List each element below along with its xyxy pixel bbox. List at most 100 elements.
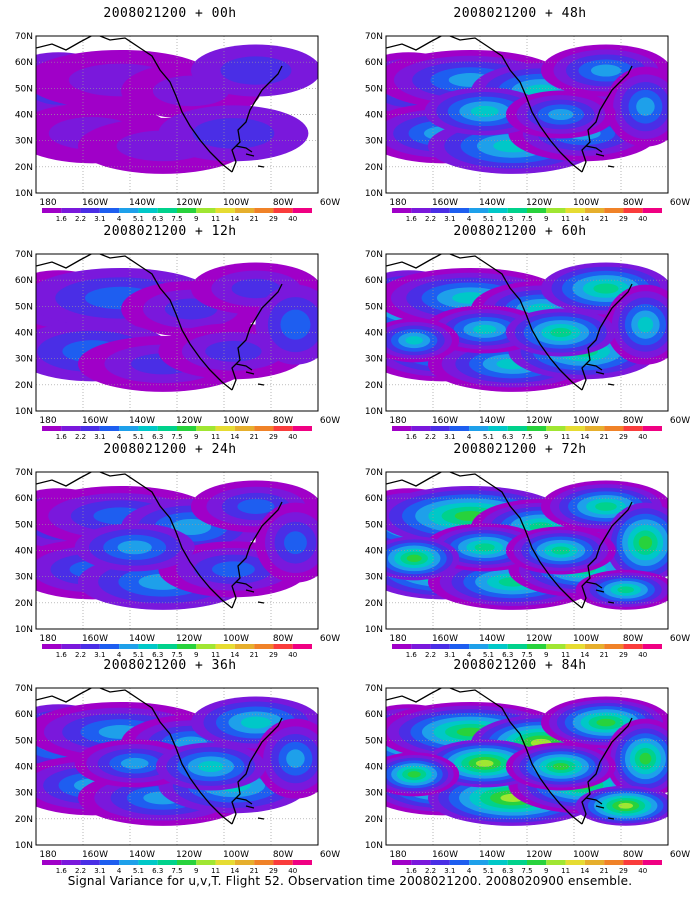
lon-label: 160W [432, 416, 458, 426]
colorbar-label: 14 [230, 867, 239, 875]
colorbar-label: 7.5 [521, 651, 532, 659]
colorbar-segment [292, 426, 312, 431]
colorbar-segment [273, 426, 293, 431]
lon-label: 100W [223, 198, 249, 208]
colorbar-label: 29 [269, 433, 278, 441]
lat-label: 10N [15, 407, 33, 417]
lon-label: 60W [670, 416, 690, 426]
colorbar-segment [411, 208, 431, 213]
colorbar-label: 11 [561, 433, 570, 441]
map-panel: 2008021200 + 24h 10N 20N 30N 40N 50N 60N 70N 180… [0, 440, 340, 659]
variance-contour [590, 64, 621, 77]
colorbar-label: 3.1 [444, 215, 455, 223]
lon-label: 100W [573, 416, 599, 426]
colorbar-segment [138, 860, 158, 865]
colorbar-segment [469, 426, 489, 431]
colorbar-segment [642, 860, 662, 865]
variance-contour [473, 324, 497, 335]
colorbar-label: 14 [230, 651, 239, 659]
map-frame [35, 35, 319, 194]
lon-label: 60W [670, 850, 690, 860]
colorbar-segment [292, 644, 312, 649]
colorbar-label: 2.2 [425, 433, 436, 441]
coastline [386, 472, 443, 487]
colorbar-label: 6.3 [502, 651, 513, 659]
lon-label: 100W [573, 198, 599, 208]
coastline [235, 797, 265, 820]
colorbar-label: 7.5 [521, 215, 532, 223]
lon-label: 120W [526, 416, 552, 426]
colorbar-segment [254, 208, 274, 213]
lon-label: 160W [432, 198, 458, 208]
map-frame [385, 471, 669, 630]
variance-contour [617, 586, 635, 594]
colorbar-label: 40 [638, 433, 647, 441]
colorbar-label: 3.1 [94, 433, 105, 441]
colorbar-segment [449, 208, 470, 213]
lon-label: 120W [176, 850, 202, 860]
colorbar-segment [527, 644, 547, 649]
coastline [386, 36, 443, 51]
coastline [98, 472, 233, 609]
lon-label: 60W [670, 198, 690, 208]
map-frame [35, 253, 319, 412]
coastline [386, 254, 443, 269]
colorbar-label: 21 [250, 215, 259, 223]
colorbar-segment [565, 208, 585, 213]
colorbar-segment [292, 860, 312, 865]
lon-label: 160W [82, 198, 108, 208]
colorbar-label: 40 [288, 215, 297, 223]
colorbar-label: 1.6 [406, 215, 418, 223]
coastline [581, 65, 633, 173]
lat-label: 40N [365, 547, 383, 557]
colorbar-label: 29 [269, 215, 278, 223]
lat-label: 10N [365, 407, 383, 417]
colorbar-label: 29 [619, 651, 628, 659]
colorbar-label: 5.1 [133, 215, 144, 223]
lat-label: 50N [365, 736, 383, 746]
panel-title: 2008021200 + 72h [453, 442, 587, 457]
colorbar-segment [604, 860, 624, 865]
colorbar-label: 7.5 [171, 215, 182, 223]
map-frame [35, 471, 319, 630]
colorbar-segment [234, 860, 255, 865]
lat-label: 50N [365, 520, 383, 530]
variance-contour [636, 97, 655, 116]
coastline [231, 501, 283, 609]
colorbar-label: 9 [544, 215, 548, 223]
colorbar-label: 29 [619, 433, 628, 441]
variance-map: 10N 20N 30N 40N 50N 60N 70N 180 160W 140W 120W 100W… [15, 468, 340, 659]
variance-contour [596, 718, 616, 727]
colorbar-segment [488, 208, 508, 213]
colorbar-segment [42, 426, 62, 431]
colorbar-segment [99, 208, 120, 213]
colorbar-label: 4 [117, 433, 122, 441]
lat-label: 10N [365, 189, 383, 199]
colorbar-segment [177, 860, 197, 865]
variance-contour [595, 502, 617, 511]
colorbar-segment [507, 426, 527, 431]
colorbar-label: 6.3 [152, 867, 163, 875]
colorbar-segment [215, 860, 235, 865]
colorbar-segment [623, 860, 643, 865]
lat-label: 10N [15, 189, 33, 199]
variance-contour [192, 118, 275, 149]
coastline [36, 254, 93, 269]
colorbar-segment [604, 208, 624, 213]
colorbar-label: 6.3 [152, 433, 163, 441]
colorbar-label: 6.3 [502, 433, 513, 441]
colorbar-label: 11 [211, 867, 220, 875]
variance-contour [474, 543, 495, 552]
colorbar-segment [642, 208, 662, 213]
colorbar-label: 2.2 [75, 867, 86, 875]
coastline [448, 36, 583, 173]
colorbar-segment [99, 426, 120, 431]
colorbar-label: 4 [117, 215, 122, 223]
colorbar-label: 6.3 [152, 215, 163, 223]
colorbar-label: 4 [467, 867, 472, 875]
lon-label: 180 [389, 198, 406, 208]
colorbar-label: 11 [561, 651, 570, 659]
lat-label: 20N [15, 815, 33, 825]
colorbar-segment [61, 644, 81, 649]
lon-label: 60W [320, 198, 340, 208]
